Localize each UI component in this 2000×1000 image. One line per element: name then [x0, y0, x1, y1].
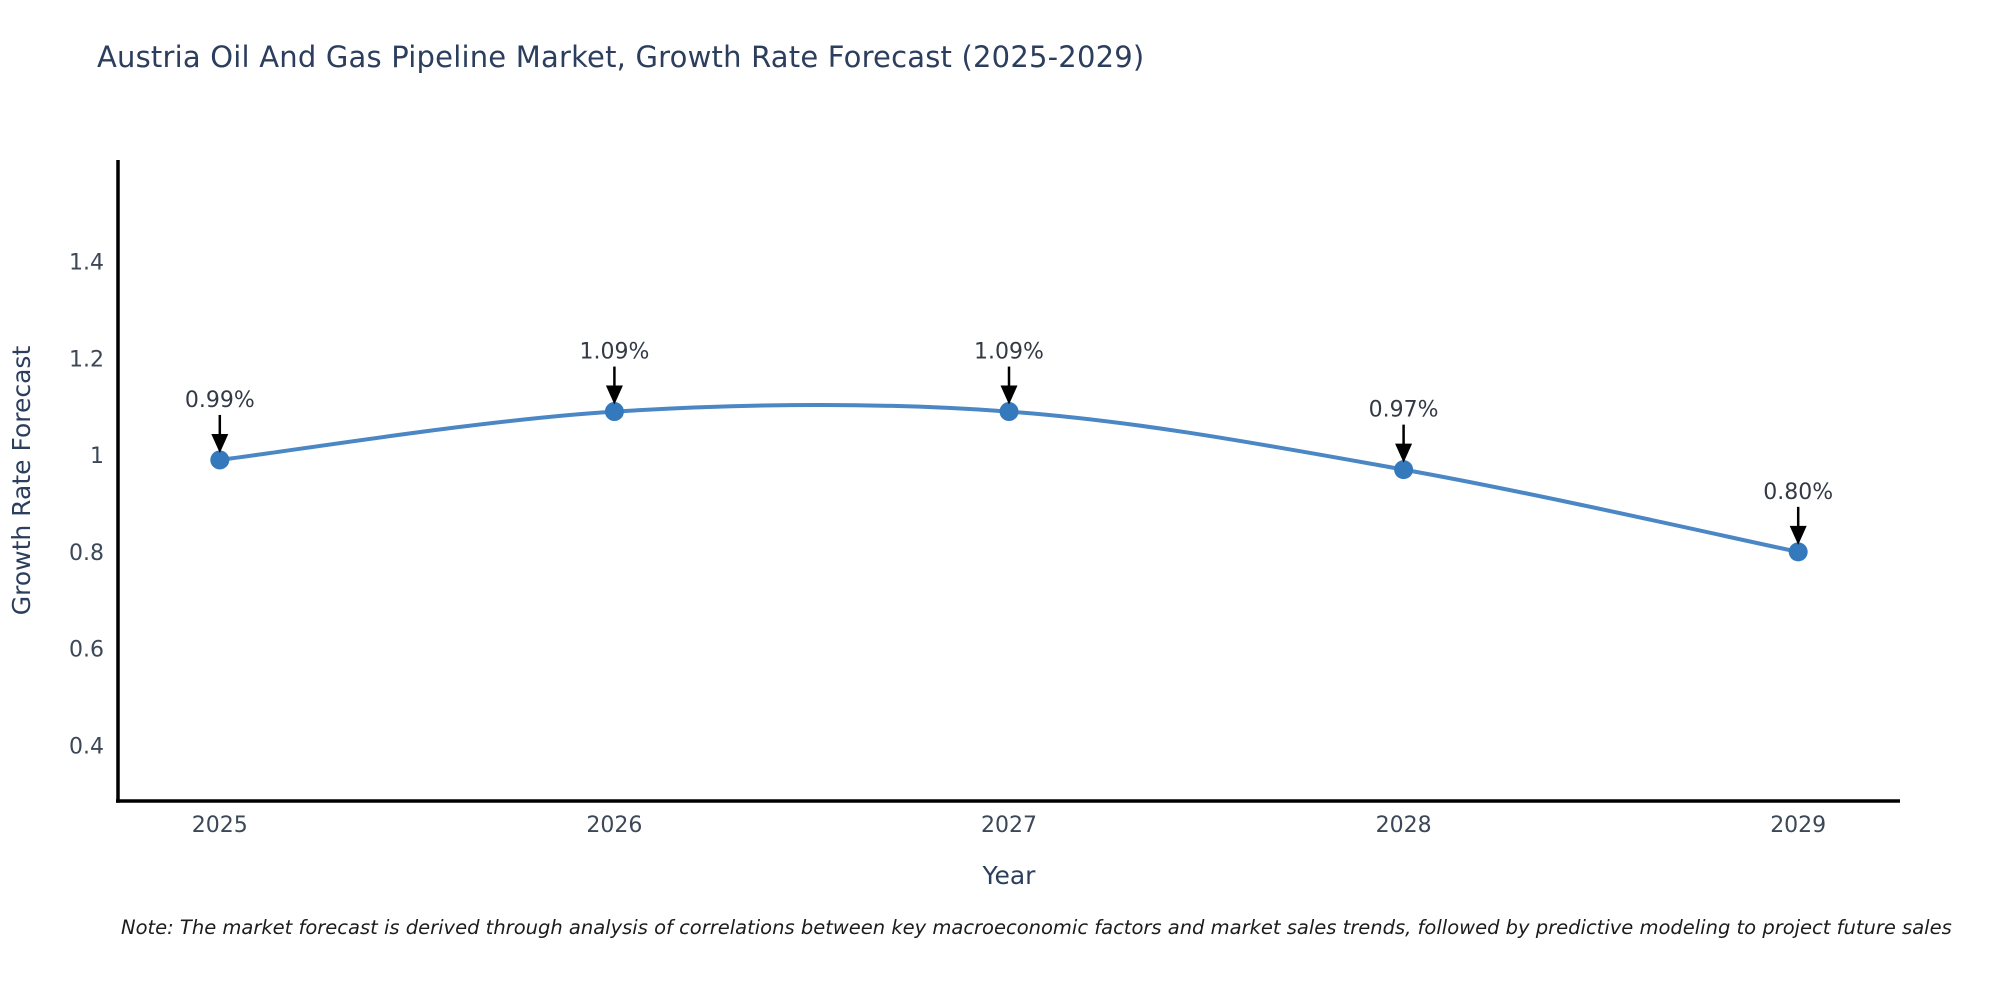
- data-point-label: 1.09%: [974, 340, 1044, 365]
- data-point-label: 0.97%: [1369, 398, 1439, 423]
- annotation-arrowhead-icon: [605, 385, 623, 405]
- data-point-marker[interactable]: [210, 450, 230, 470]
- y-tick-label: 1: [90, 444, 104, 469]
- footnote: Note: The market forecast is derived thr…: [121, 916, 1952, 939]
- x-axis-title: Year: [982, 861, 1037, 890]
- data-point-label: 0.99%: [185, 388, 255, 413]
- y-tick-label: 0.4: [69, 734, 104, 759]
- y-tick-label: 1.2: [69, 347, 104, 372]
- data-point-marker[interactable]: [1394, 460, 1414, 480]
- annotation-arrowhead-icon: [1395, 443, 1413, 463]
- data-point-label: 1.09%: [579, 340, 649, 365]
- x-tick-label: 2029: [1770, 813, 1826, 838]
- y-tick-label: 1.4: [69, 251, 104, 276]
- data-point-marker[interactable]: [999, 402, 1019, 422]
- chart-title: Austria Oil And Gas Pipeline Market, Gro…: [97, 40, 1145, 74]
- y-axis-title: Growth Rate Forecast: [7, 346, 36, 616]
- data-point-label: 0.80%: [1763, 480, 1833, 505]
- x-tick-label: 2027: [981, 813, 1037, 838]
- y-tick-label: 0.8: [69, 541, 104, 566]
- data-point-marker[interactable]: [1788, 542, 1808, 562]
- x-tick-label: 2026: [586, 813, 642, 838]
- trend-line: [217, 402, 1801, 554]
- data-point-marker[interactable]: [604, 402, 624, 422]
- x-tick-label: 2025: [192, 813, 248, 838]
- x-tick-label: 2028: [1376, 813, 1432, 838]
- annotation-arrowhead-icon: [211, 433, 229, 453]
- annotation-arrowhead-icon: [1000, 385, 1018, 405]
- annotation-arrowhead-icon: [1789, 525, 1807, 545]
- y-tick-label: 0.6: [69, 638, 104, 663]
